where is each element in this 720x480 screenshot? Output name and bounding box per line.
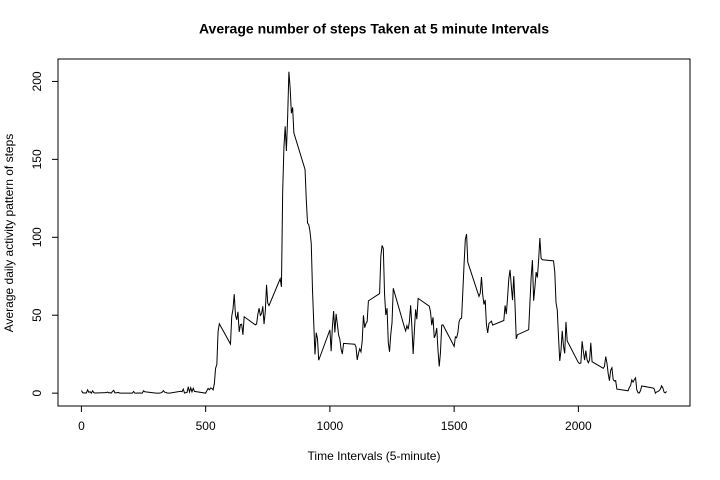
y-tick-label: 100 (30, 227, 44, 247)
x-tick-label: 500 (196, 419, 216, 433)
data-line (80, 71, 667, 395)
y-tick-label: 0 (30, 389, 44, 396)
y-tick-label: 200 (30, 71, 44, 91)
y-tick-label: 50 (30, 308, 44, 322)
y-tick-label: 150 (30, 149, 44, 169)
x-tick-label: 2000 (565, 419, 592, 433)
x-tick-label: 1000 (317, 419, 344, 433)
y-axis-label: Average daily activity pattern of steps (2, 134, 16, 333)
chart-title: Average number of steps Taken at 5 minut… (199, 21, 549, 37)
x-axis-label: Time Intervals (5-minute) (308, 449, 441, 463)
x-tick-label: 0 (78, 419, 85, 433)
x-tick-label: 1500 (441, 419, 468, 433)
